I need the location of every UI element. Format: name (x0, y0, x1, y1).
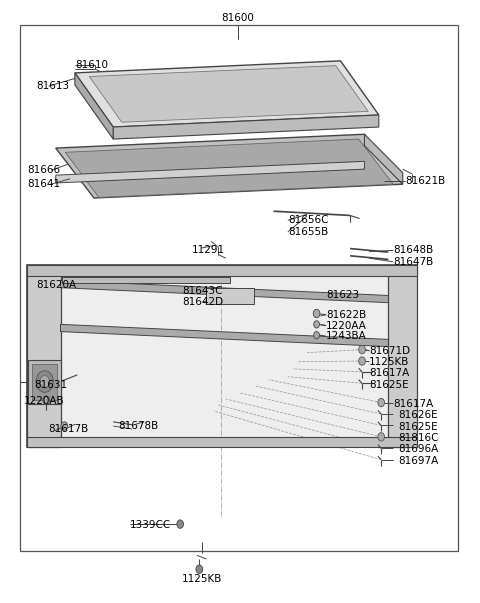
Text: 81643C: 81643C (182, 286, 223, 295)
Text: 81641: 81641 (27, 179, 60, 189)
Polygon shape (32, 364, 57, 400)
Polygon shape (75, 61, 379, 127)
Circle shape (196, 565, 203, 573)
Text: 81656C: 81656C (288, 215, 328, 226)
Polygon shape (27, 265, 60, 447)
Text: 81697A: 81697A (398, 456, 438, 466)
Polygon shape (60, 324, 388, 347)
Text: 81647B: 81647B (393, 257, 433, 267)
Text: 1243BA: 1243BA (326, 332, 367, 341)
Circle shape (177, 520, 183, 528)
Polygon shape (113, 115, 379, 139)
Text: 81655B: 81655B (288, 227, 328, 237)
Text: 81623: 81623 (326, 291, 359, 300)
Polygon shape (27, 265, 417, 447)
Text: 81696A: 81696A (398, 444, 438, 455)
Circle shape (314, 321, 320, 328)
Text: 1220AB: 1220AB (24, 396, 64, 406)
Polygon shape (27, 265, 417, 276)
Text: 81613: 81613 (36, 81, 70, 91)
Text: 81600: 81600 (221, 13, 254, 22)
Text: 11291: 11291 (192, 245, 225, 255)
Text: 81816C: 81816C (398, 433, 438, 443)
Text: 81666: 81666 (27, 165, 60, 175)
Polygon shape (56, 162, 364, 183)
Polygon shape (27, 437, 417, 447)
Circle shape (40, 376, 49, 388)
Text: 81622B: 81622B (326, 310, 366, 320)
Circle shape (43, 396, 49, 405)
Text: 81620A: 81620A (36, 280, 77, 290)
Text: 81678B: 81678B (118, 421, 158, 431)
Text: 1125KB: 1125KB (181, 575, 222, 584)
Polygon shape (364, 134, 403, 184)
Text: 81617A: 81617A (393, 399, 433, 409)
Text: 81625E: 81625E (369, 379, 409, 390)
Circle shape (378, 432, 384, 441)
Polygon shape (89, 66, 368, 122)
Polygon shape (388, 265, 417, 447)
Text: 81642D: 81642D (182, 297, 224, 307)
Circle shape (313, 309, 320, 318)
Circle shape (359, 346, 365, 354)
Polygon shape (65, 139, 393, 197)
Text: 81617A: 81617A (369, 368, 409, 378)
Text: 1125KB: 1125KB (369, 356, 409, 367)
Text: 81648B: 81648B (393, 245, 433, 255)
Circle shape (359, 357, 365, 365)
Polygon shape (75, 73, 113, 139)
Text: 81610: 81610 (75, 60, 108, 70)
Circle shape (314, 332, 320, 339)
Text: 81631: 81631 (34, 379, 67, 390)
Text: 1339CC: 1339CC (130, 520, 171, 530)
Text: 1220AA: 1220AA (326, 321, 367, 330)
Polygon shape (28, 361, 60, 404)
Polygon shape (206, 288, 254, 304)
Polygon shape (56, 134, 403, 198)
Text: 81625E: 81625E (398, 421, 438, 432)
Bar (20, 25, 458, 551)
Text: 81621B: 81621B (405, 176, 445, 186)
Circle shape (61, 422, 68, 431)
Text: 81671D: 81671D (369, 346, 410, 356)
Polygon shape (60, 280, 388, 303)
Polygon shape (60, 276, 388, 437)
Circle shape (378, 399, 384, 407)
Text: 81617B: 81617B (48, 424, 89, 434)
Circle shape (36, 371, 53, 393)
Polygon shape (62, 277, 230, 283)
Text: 81626E: 81626E (398, 410, 438, 420)
